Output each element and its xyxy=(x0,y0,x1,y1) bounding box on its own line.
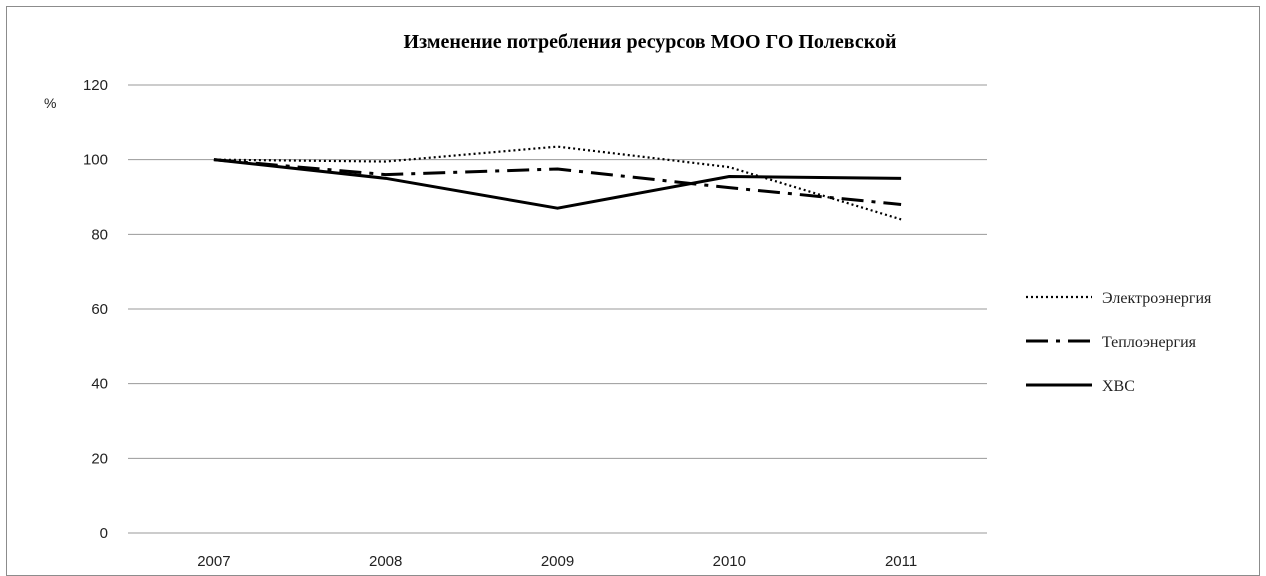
y-tick-label: 80 xyxy=(91,226,108,243)
x-tick-label: 2008 xyxy=(369,553,402,570)
legend-label-2: Теплоэнергия xyxy=(1102,334,1197,351)
series-line-3 xyxy=(213,158,902,210)
series-line-2 xyxy=(213,158,902,206)
y-tick-label: 60 xyxy=(91,301,108,318)
series-lines xyxy=(213,145,902,221)
y-tick-label: 120 xyxy=(83,77,108,94)
x-tick-label: 2011 xyxy=(885,553,917,570)
y-tick-label: 20 xyxy=(91,450,108,467)
x-tick-label: 2010 xyxy=(713,553,746,570)
legend-label-1: Электроэнергия xyxy=(1102,290,1212,307)
x-tick-label: 2007 xyxy=(197,553,230,570)
tick-labels: 0 20 40 60 80 100 120 2007 2008 2009 2010 2011 xyxy=(83,77,917,570)
legend-label-3: ХВС xyxy=(1102,378,1135,395)
y-axis-unit-label: % xyxy=(44,95,56,111)
y-tick-label: 40 xyxy=(91,376,108,393)
legend: Электроэнергия Теплоэнергия ХВС xyxy=(1026,290,1212,395)
chart-frame xyxy=(6,6,1260,576)
y-tick-label: 0 xyxy=(100,525,108,542)
chart-title: Изменение потребления ресурсов МОО ГО По… xyxy=(404,31,897,53)
gridlines xyxy=(128,84,987,534)
x-tick-label: 2009 xyxy=(541,553,574,570)
y-tick-label: 100 xyxy=(83,152,108,169)
